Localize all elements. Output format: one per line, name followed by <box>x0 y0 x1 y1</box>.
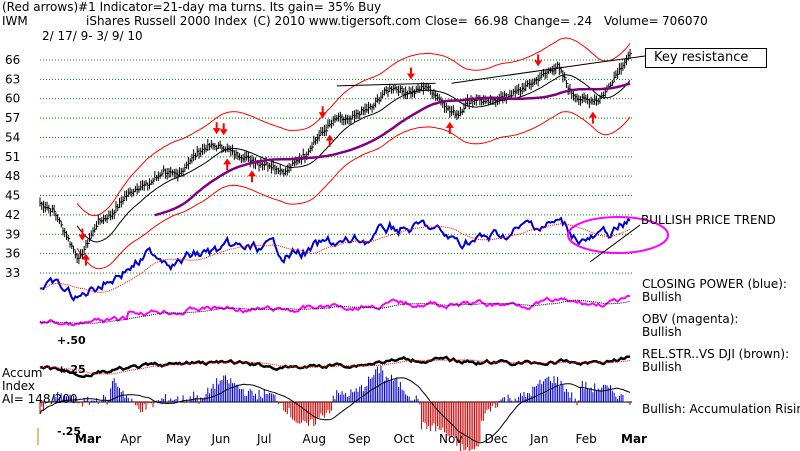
accum-bottom-tick: -.25 <box>57 425 82 438</box>
closing-power-title: CLOSING POWER (blue): <box>642 277 787 291</box>
header-close-label: Close= <box>425 14 468 28</box>
header-volume: 706070 <box>662 14 708 28</box>
header-symbol: IWM <box>2 14 28 28</box>
relstr-value: Bullish <box>642 360 682 374</box>
header-change-label: Change= <box>514 14 570 28</box>
price-bands <box>76 37 631 270</box>
sell-arrow-head <box>318 112 327 119</box>
rel-strength-line <box>39 355 631 379</box>
y-tick-label: 63 <box>5 72 20 86</box>
sell-arrow-head <box>78 234 87 241</box>
x-tick-label: Jan <box>529 432 549 446</box>
buy-arrow-head <box>588 111 597 118</box>
lower-band <box>76 111 631 270</box>
accum-ma-line <box>39 377 631 444</box>
x-tick-label: Nov <box>439 432 462 446</box>
y-tick-label: 42 <box>5 208 20 222</box>
header-line1: (Red arrows)#1 Indicator=21-day ma turns… <box>2 0 382 14</box>
y-tick-label: 45 <box>5 189 20 203</box>
accum-label-2: Index <box>2 379 36 393</box>
resistance-line-a <box>336 82 436 87</box>
y-tick-label: 66 <box>5 53 20 67</box>
y-tick-label: 33 <box>5 266 20 280</box>
accum-top-tick: +.50 <box>57 334 86 347</box>
resistance-pointer <box>596 55 646 64</box>
bullish-price-trend-label: BULLISH PRICE TREND <box>641 213 776 227</box>
accum-label-1: Accum <box>2 366 43 380</box>
sell-arrow-head <box>219 129 228 136</box>
price-bars <box>39 48 632 265</box>
sell-arrow-head <box>534 60 543 67</box>
y-tick-label: 60 <box>5 92 20 106</box>
obv-series <box>39 294 631 327</box>
y-tick-label: 54 <box>5 130 20 144</box>
sell-arrow-head <box>212 128 221 135</box>
x-tick-label: Mar <box>75 432 101 446</box>
obv-line-ma <box>39 299 631 324</box>
key-resistance-label: Key resistance <box>645 48 767 68</box>
price-gridlines <box>40 59 632 274</box>
y-axis-labels: 66 63 60 57 54 51 48 45 42 39 36 33 <box>5 53 20 280</box>
x-tick-label: Jun <box>211 432 231 446</box>
ma-65-line <box>154 82 631 217</box>
closing-power-series <box>39 216 631 302</box>
header-volume-label: Volume= <box>604 14 659 28</box>
x-tick-label: Feb <box>576 432 597 446</box>
closing-power-line <box>39 216 631 302</box>
obv-value: Bullish <box>642 325 682 339</box>
accumulation-index-series <box>39 216 669 451</box>
sell-arrow-head <box>406 73 415 80</box>
x-tick-label: Mar <box>621 432 647 446</box>
buy-arrow-head <box>445 121 454 128</box>
obv-title: OBV (magenta): <box>642 312 739 326</box>
header-name: iShares Russell 2000 Index <box>86 14 248 28</box>
obv-line <box>39 294 631 327</box>
ma-21-line <box>76 74 631 243</box>
x-tick-label: Oct <box>394 432 415 446</box>
x-tick-label: Sep <box>348 432 371 446</box>
upper-band <box>76 37 631 217</box>
closing-power-line-ma <box>39 223 631 293</box>
y-tick-label: 36 <box>5 247 20 261</box>
highlight-ellipse <box>567 216 669 254</box>
resistance-line <box>336 55 646 87</box>
accum-mid-tick: +.25 <box>57 363 86 376</box>
x-tick-label: Aug <box>303 432 326 446</box>
x-tick-label: Jul <box>256 432 271 446</box>
accum-rising-label: Bullish: Accumulation Rising <box>642 402 800 416</box>
rel-strength-line-ma <box>39 359 631 375</box>
accum-ai: AI= 148/200 <box>2 392 78 406</box>
x-tick-label: May <box>166 432 191 446</box>
y-tick-label: 39 <box>5 227 20 241</box>
x-tick-label: Apr <box>121 432 142 446</box>
closing-power-value: Bullish <box>642 290 682 304</box>
x-axis-labels: Mar Apr May Jun Jul Aug Sep Oct Nov Dec Jan Feb Mar <box>37 428 647 446</box>
buy-arrow-head <box>325 134 334 141</box>
header-change: .24 <box>573 14 593 28</box>
moving-averages <box>76 74 631 243</box>
header-copyright: (C) 2010 www.tigersoft.com <box>253 14 421 28</box>
buy-arrow-head <box>247 170 256 177</box>
relstr-title: REL.STR..VS DJI (brown): <box>642 347 790 361</box>
buy-arrow-head <box>81 253 90 260</box>
y-tick-label: 57 <box>5 111 20 125</box>
signal-arrows <box>78 54 597 266</box>
y-tick-label: 51 <box>5 150 20 164</box>
header-close: 66.98 <box>474 14 509 28</box>
resistance-line-b <box>451 62 597 84</box>
x-tick-label: Dec <box>485 432 508 446</box>
buy-arrow-head <box>223 158 232 165</box>
rel-strength-series <box>39 355 631 379</box>
cp-trendline <box>589 224 641 263</box>
y-tick-label: 48 <box>5 169 20 183</box>
header-date-range: 2/ 17/ 9- 3/ 9/ 10 <box>42 29 143 43</box>
